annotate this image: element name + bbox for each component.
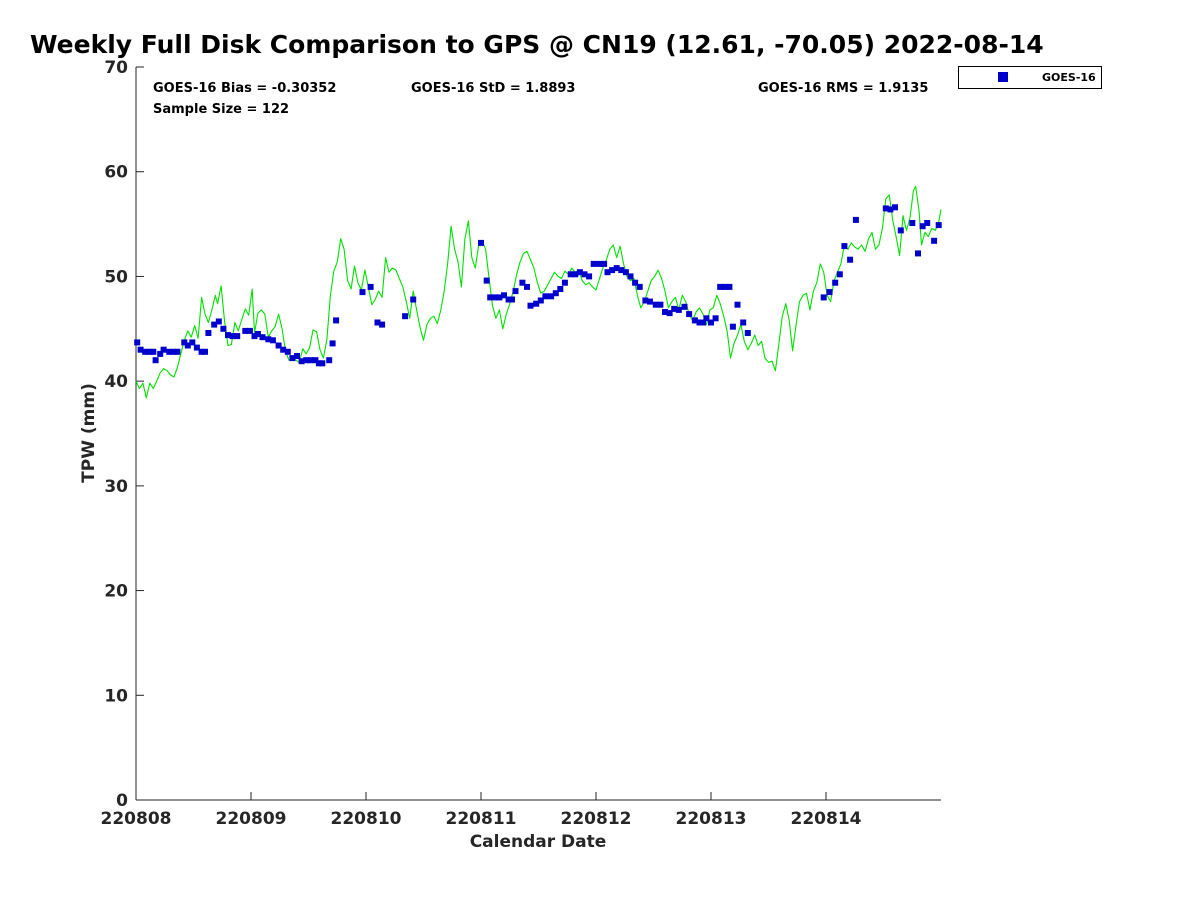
goes16-point — [628, 273, 634, 279]
goes16-point — [333, 317, 339, 323]
x-axis-title: Calendar Date — [470, 832, 607, 852]
goes16-point — [853, 217, 859, 223]
goes16-point — [936, 222, 942, 228]
goes16-point — [657, 302, 663, 308]
goes16-point — [909, 220, 915, 226]
goes16-point — [647, 299, 653, 305]
goes16-point — [220, 326, 226, 332]
y-tick-label: 60 — [104, 163, 128, 183]
goes16-point — [528, 303, 534, 309]
goes16-point — [326, 357, 332, 363]
goes16-point — [150, 349, 156, 355]
goes16-point — [931, 238, 937, 244]
goes16-point — [740, 320, 746, 326]
goes16-point — [478, 240, 484, 246]
std-annotation: GOES-16 StD = 1.8893 — [411, 81, 575, 96]
y-tick-label: 30 — [104, 477, 128, 497]
goes16-point — [285, 349, 291, 355]
goes16-point — [294, 353, 300, 359]
goes16-point — [898, 227, 904, 233]
bias-annotation: GOES-16 Bias = -0.30352 — [153, 81, 336, 96]
goes16-point — [735, 302, 741, 308]
x-tick-label: 220811 — [446, 809, 517, 829]
goes16-point — [134, 339, 140, 345]
goes16-point — [379, 322, 385, 328]
gps-tpw-line — [136, 186, 941, 398]
goes16-point — [586, 273, 592, 279]
goes16-point — [542, 293, 548, 299]
goes16-point — [260, 334, 266, 340]
x-tick-label: 220813 — [676, 809, 747, 829]
y-tick-label: 70 — [104, 58, 128, 78]
goes16-point — [234, 333, 240, 339]
y-axis-title: TPW (mm) — [79, 383, 99, 483]
goes16-point — [601, 261, 607, 267]
goes16-point — [368, 284, 374, 290]
axes: 0 10 20 30 40 50 60 70 220808 220809 220810 220811 2… — [101, 58, 941, 829]
goes16-point — [682, 304, 688, 310]
legend: GOES-16 — [959, 67, 1102, 89]
goes16-point — [247, 328, 253, 334]
goes16-point — [637, 284, 643, 290]
legend-label-goes16: GOES-16 — [1042, 71, 1096, 84]
goes16-point — [821, 294, 827, 300]
goes16-point — [841, 243, 847, 249]
rms-annotation: GOES-16 RMS = 1.9135 — [758, 81, 928, 96]
goes16-point — [726, 284, 732, 290]
x-tick-label: 220814 — [791, 809, 862, 829]
goes16-point — [153, 357, 159, 363]
y-tick-label: 10 — [104, 686, 128, 706]
gps-line-series — [136, 186, 941, 398]
goes16-point — [562, 280, 568, 286]
goes16-point — [745, 330, 751, 336]
goes16-point — [915, 250, 921, 256]
goes16-point — [924, 220, 930, 226]
goes16-point — [509, 297, 515, 303]
goes16-point — [484, 278, 490, 284]
goes16-point — [513, 288, 519, 294]
goes16-point — [410, 297, 416, 303]
goes16-point — [837, 271, 843, 277]
y-tick-label: 0 — [116, 791, 128, 811]
y-tick-label: 50 — [104, 267, 128, 287]
goes16-point — [892, 204, 898, 210]
legend-marker-goes16 — [998, 72, 1008, 82]
goes16-point — [832, 280, 838, 286]
goes16-point — [161, 347, 167, 353]
goes16-point — [189, 339, 195, 345]
y-tick-label: 40 — [104, 372, 128, 392]
goes16-point — [319, 360, 325, 366]
goes16-point — [216, 319, 222, 325]
goes16-point — [205, 330, 211, 336]
goes16-point — [730, 324, 736, 330]
goes16-point — [827, 289, 833, 295]
goes16-point — [270, 337, 276, 343]
goes16-point — [713, 315, 719, 321]
goes16-point — [174, 349, 180, 355]
goes16-point — [524, 284, 530, 290]
goes16-point — [402, 313, 408, 319]
x-tick-label: 220810 — [331, 809, 402, 829]
x-tick-label: 220808 — [101, 809, 172, 829]
goes16-point — [330, 340, 336, 346]
y-tick-label: 20 — [104, 582, 128, 602]
sample-size-annotation: Sample Size = 122 — [153, 102, 289, 117]
goes16-point — [676, 307, 682, 313]
x-tick-label: 220809 — [216, 809, 287, 829]
goes16-point — [202, 349, 208, 355]
x-tick-label: 220812 — [561, 809, 632, 829]
goes16-point — [847, 257, 853, 263]
goes16-point — [360, 289, 366, 295]
goes16-point — [686, 311, 692, 317]
goes16-point — [591, 261, 597, 267]
goes16-point — [557, 286, 563, 292]
